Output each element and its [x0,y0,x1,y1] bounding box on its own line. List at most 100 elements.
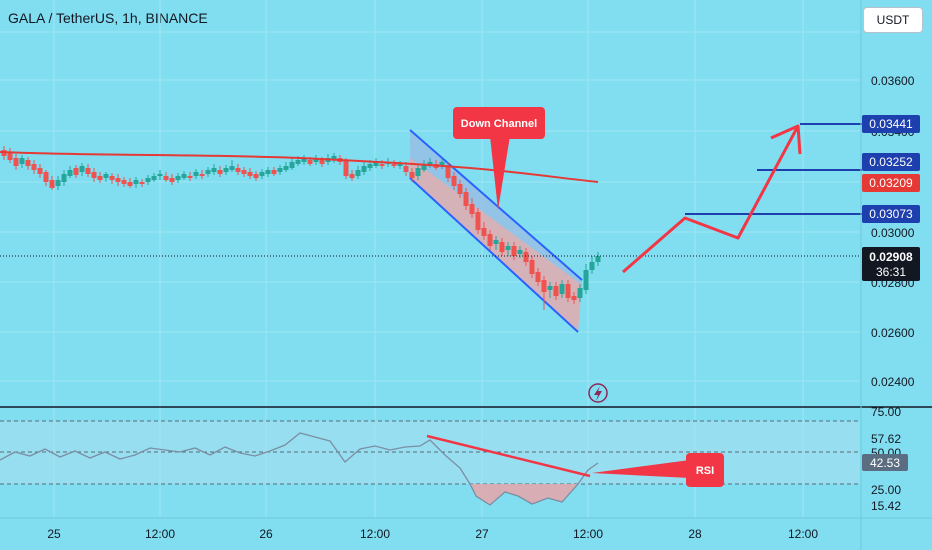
candle-body [103,174,109,178]
candle-body [187,176,193,178]
candle-body [517,250,523,254]
rsi-callout-pointer [592,460,690,478]
rsi-oversold-fill [470,484,578,505]
candle-body [307,160,313,164]
candle-body [151,176,157,180]
channel-lower-line [409,177,579,333]
candle-body [205,170,211,174]
candle-body [13,158,19,166]
candle-body [403,166,409,172]
candle-body [181,174,187,178]
candle-body [493,240,499,244]
projection-arrowhead [770,124,802,155]
candle-body [217,170,223,174]
flash-icon[interactable] [588,383,608,403]
price-axis: 0.03600 0.03400 0.03000 0.02800 0.02600 … [871,74,915,389]
candle-body [85,168,91,174]
candle-body [79,166,85,172]
time-tick: 12:00 [788,527,818,541]
candle-body [25,160,31,166]
candle-body [349,174,355,178]
candle-body [193,172,199,176]
candle-body [319,160,325,164]
candle-body [163,176,169,180]
price-badges: 0.03441 0.03252 0.03209 0.03073 0.02908 … [862,115,920,281]
time-tick: 25 [47,527,61,541]
candle-body [559,284,565,294]
candle-body [469,204,475,214]
candle-body [133,180,139,184]
currency-selector[interactable]: USDT [863,7,923,33]
flash-icon-bolt [594,386,602,401]
candle-body [367,164,373,168]
candle-body [565,284,571,298]
candle-body [229,166,235,170]
candle-body [295,160,301,164]
candle-body [409,172,415,178]
price-tick: 0.02400 [871,375,915,389]
candle-body [361,166,367,172]
candle-body [421,164,427,170]
candle-body [505,246,511,250]
badge-bg [862,247,920,281]
candle-body [223,168,229,172]
candle-body [259,172,265,176]
candle-body [37,168,43,174]
rsi-callout-label: RSI [696,465,714,477]
candle-body [481,228,487,236]
candle-body [577,288,583,298]
badge-text: 0.03209 [869,176,913,190]
badge-text: 0.02908 [869,250,913,264]
candle-body [475,212,481,230]
price-tick: 0.03600 [871,74,915,88]
badge-text: 0.03441 [869,117,913,131]
time-axis: 25 12:00 26 12:00 27 12:00 28 12:00 [47,527,818,541]
candle-body [31,164,37,170]
rsi-divergence-line [426,434,591,478]
candle-body [247,172,253,176]
candle-body [571,296,577,300]
candle-body [379,164,385,166]
time-tick: 28 [688,527,702,541]
candle-body [121,180,127,184]
down-channel-callout: Down Channel [453,107,545,210]
candle-body [301,158,307,162]
candle-body [235,168,241,172]
candle-body [67,170,73,176]
candle-body [7,152,13,160]
candle-body [355,170,361,176]
rsi-tick: 15.42 [871,499,901,513]
candle-body [397,164,403,166]
badge-bg [862,153,920,171]
candle-body [427,162,433,166]
channel-upper-line [409,129,583,281]
candle-body [289,162,295,168]
countdown-text: 36:31 [876,265,906,279]
projection-path [622,125,800,274]
time-tick: 12:00 [145,527,175,541]
candle-body [199,174,205,176]
callout-pointer [490,136,510,210]
badge-text: 0.03252 [869,155,913,169]
chart-title: GALA / TetherUS, 1h, BINANCE [8,10,208,26]
candle-body [523,252,529,262]
candle-body [595,256,601,262]
candle-body [169,178,175,182]
rsi-tick: 75.00 [871,405,901,419]
candle-body [115,178,121,182]
candle-body [145,178,151,182]
candle-body [211,168,217,172]
candle-body [19,158,25,164]
badge-bg [862,174,920,192]
candle-body [553,286,559,296]
candle-body [127,182,133,186]
candle-body [373,162,379,166]
candle-body [241,170,247,174]
candle-body [445,166,451,178]
candle-body [175,176,181,180]
time-tick: 26 [259,527,273,541]
candle-body [331,156,337,160]
time-tick: 12:00 [360,527,390,541]
